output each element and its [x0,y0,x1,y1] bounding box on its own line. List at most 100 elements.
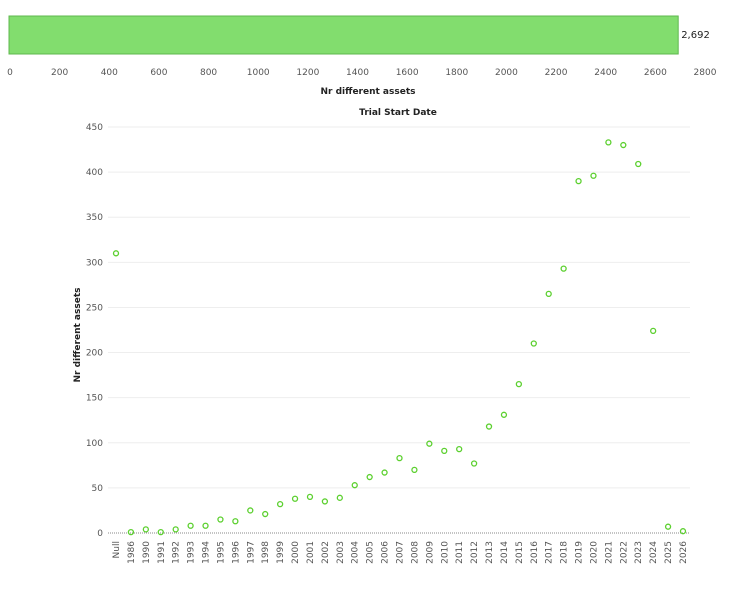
y-tick-label: 250 [86,303,103,313]
x-tick-label: 1998 [261,541,271,564]
data-point [157,528,164,536]
data-point [396,454,403,462]
x-tick-label: 2017 [545,541,555,564]
bar-x-tick-label: 2600 [644,68,667,78]
bar-x-tick-label: 2400 [594,68,617,78]
data-point [635,160,642,168]
data-point [515,380,523,388]
x-tick-label: 2010 [440,541,450,564]
bar-x-tick-label: 600 [150,68,167,78]
data-point [321,498,329,505]
x-tick-label: 2002 [321,541,331,564]
data-point [217,516,224,523]
data-point [112,250,120,257]
x-tick-label: 2004 [351,541,361,564]
x-tick-label: 1986 [127,541,137,564]
x-tick-label: 2020 [589,541,599,564]
y-tick-label: 200 [86,349,103,359]
x-tick-label: 2001 [306,541,316,564]
data-point [545,290,552,298]
y-tick-label: 350 [86,213,103,223]
data-point [306,493,314,501]
bar-chart-panel: 2,692 0 200 400 600 800 1000 1200 1400 1600 1800 2… [7,15,717,97]
scatter-y-axis-ticks: 0 50 100 150 200 250 300 350 400 450 [86,123,103,539]
data-point [530,340,537,347]
y-tick-label: 0 [97,529,103,539]
x-tick-label: 1993 [187,541,197,564]
scatter-points [112,139,687,536]
x-tick-label: 1999 [276,541,286,564]
x-tick-label: 2005 [366,541,376,564]
data-point [456,445,463,453]
x-tick-label: 2008 [410,541,420,564]
data-point [605,139,612,146]
y-tick-label: 400 [86,168,103,178]
data-point [276,500,284,508]
x-tick-label: 2016 [530,541,540,564]
bar-x-tick-label: 800 [200,68,217,78]
x-tick-label: 2013 [485,541,495,564]
scatter-title: Trial Start Date [359,108,437,118]
x-tick-label: 2011 [455,541,465,564]
bar-x-axis-ticks: 0 200 400 600 800 1000 1200 1400 1600 1800 2000 220… [7,68,717,78]
scatter-x-axis-ticks: Null 1986 1990 1991 1992 1993 1994 1995 1996 1997… [112,541,689,564]
data-point [142,526,149,533]
bar-x-tick-label: 2200 [545,68,568,78]
x-tick-label: 2025 [664,541,674,564]
x-tick-label: 2003 [336,541,346,564]
x-tick-label: 2012 [470,541,480,564]
data-point [575,177,582,185]
x-tick-label: Null [112,541,122,558]
bar-x-tick-label: 2800 [694,68,717,78]
data-point [187,522,194,529]
data-point [679,528,687,535]
data-point [560,265,567,272]
bar-x-tick-label: 2000 [495,68,518,78]
x-tick-label: 2019 [575,541,585,564]
data-point [291,495,299,502]
data-point [620,141,627,149]
data-point [664,523,672,530]
data-point [590,172,597,179]
x-tick-label: 1992 [172,541,182,564]
x-tick-label: 1996 [231,541,241,564]
x-tick-label: 2022 [619,541,629,564]
data-point [262,510,269,518]
x-tick-label: 2006 [381,541,391,564]
x-tick-label: 2021 [604,541,614,564]
y-tick-label: 100 [86,439,103,449]
total-assets-bar[interactable] [8,15,679,55]
bar-x-tick-label: 1200 [296,68,319,78]
bar-x-tick-label: 400 [101,68,118,78]
x-tick-label: 1990 [142,541,152,564]
x-tick-label: 2026 [679,541,689,564]
data-point [650,327,657,335]
y-tick-label: 50 [92,484,104,494]
data-point [366,473,373,481]
x-tick-label: 1995 [216,541,226,564]
x-tick-label: 2009 [425,541,435,564]
data-point [172,526,179,533]
data-point [411,466,418,473]
x-tick-label: 2015 [515,541,525,564]
scatter-gridlines [108,126,690,534]
data-point [441,447,448,455]
bar-x-tick-label: 1400 [346,68,369,78]
x-tick-label: 2024 [649,541,659,564]
x-tick-label: 2000 [291,541,301,564]
data-point [232,518,239,525]
bar-x-tick-label: 0 [7,68,13,78]
bar-x-tick-label: 1600 [396,68,419,78]
bar-data-label: 2,692 [681,30,710,41]
y-tick-label: 300 [86,258,103,268]
x-tick-label: 1991 [157,541,167,564]
scatter-y-axis-title: Nr different assets [73,288,83,383]
bar-x-tick-label: 1000 [247,68,270,78]
bar-x-axis-title: Nr different assets [321,87,416,97]
data-point [336,494,343,501]
bar-x-tick-label: 200 [51,68,68,78]
data-point [426,440,433,447]
y-tick-label: 150 [86,394,103,404]
data-point [485,423,493,430]
